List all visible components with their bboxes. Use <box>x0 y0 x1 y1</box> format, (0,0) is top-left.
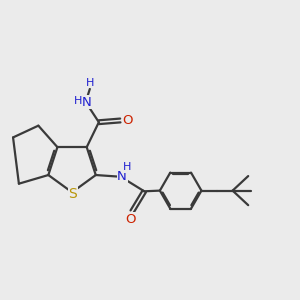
Text: N: N <box>117 170 127 183</box>
Text: N: N <box>82 96 92 109</box>
Text: H: H <box>74 96 82 106</box>
Text: H: H <box>123 162 131 172</box>
Text: H: H <box>85 78 94 88</box>
Text: S: S <box>68 187 77 201</box>
Text: O: O <box>125 212 136 226</box>
Text: O: O <box>123 114 133 127</box>
